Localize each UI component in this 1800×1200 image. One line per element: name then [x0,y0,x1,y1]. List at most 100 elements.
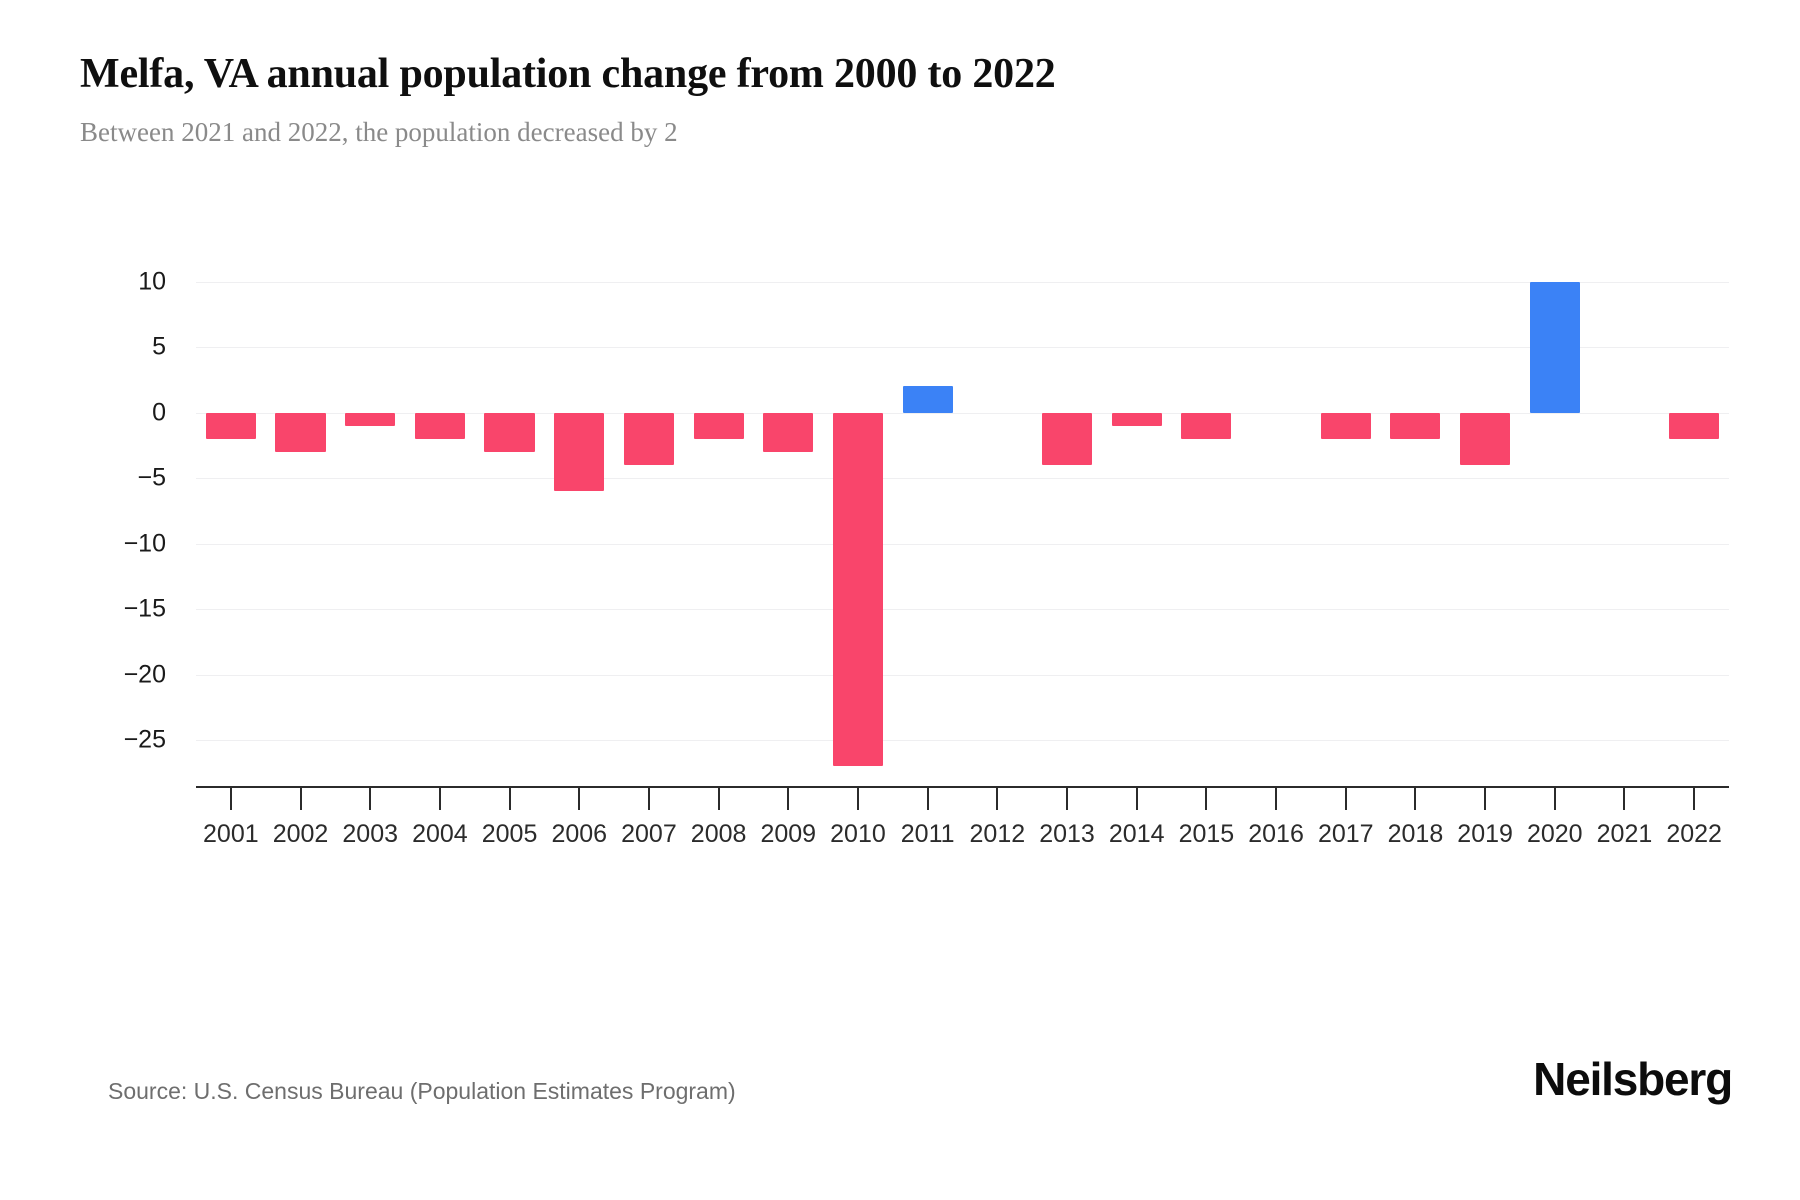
x-axis-tick-mark [1066,788,1069,810]
bar[interactable] [902,386,953,413]
x-axis-tick-mark [229,788,232,810]
page-title: Melfa, VA annual population change from … [80,51,1056,97]
x-axis-tick-label: 2014 [1108,820,1165,848]
x-axis-tick-label: 2003 [342,820,399,848]
x-axis-tick-label: 2001 [203,820,259,848]
bar[interactable] [763,412,814,452]
bar[interactable] [205,412,256,439]
x-axis-tick-mark [1553,788,1556,810]
bar-slot [266,262,336,786]
bar-slot [544,262,614,786]
gridline [196,281,1729,283]
gridline [196,412,1729,414]
x-axis-tick-label: 2012 [969,820,1026,848]
bar[interactable] [1460,412,1511,466]
x-axis-tick-label: 2011 [900,820,955,848]
x-axis-tick-mark [1484,788,1487,810]
x-axis-tick-label: 2022 [1666,820,1722,848]
bar-slot [1102,262,1172,786]
bar-slot [893,262,963,786]
bar[interactable] [275,412,326,452]
y-axis-tick-label: −5 [137,463,166,492]
x-axis-tick-label: 2002 [272,820,329,848]
bar-slot [1032,262,1102,786]
x-axis-tick-mark [508,788,511,810]
x-axis-tick-mark [1205,788,1208,810]
bar-slot [753,262,823,786]
bar-slot [475,262,545,786]
y-axis-tick-label: 10 [138,267,166,296]
bar-slot [614,262,684,786]
brand-logo: Neilsberg [1533,1053,1733,1105]
x-axis-tick-mark [1414,788,1417,810]
x-axis-tick-mark [1623,788,1626,810]
gridline [196,674,1729,676]
plot-area [196,262,1729,786]
bar-slot [1381,262,1451,786]
x-axis-tick-label: 2005 [481,820,538,848]
x-axis-tick-mark [1135,788,1138,810]
bar[interactable] [554,412,605,492]
bar-slot [1311,262,1381,786]
x-axis-tick-label: 2013 [1039,820,1095,848]
y-axis-tick-label: −10 [123,529,166,558]
bar-slot [196,262,266,786]
x-axis-tick-mark [856,788,859,810]
bar[interactable] [1669,412,1720,439]
bar[interactable] [345,412,396,426]
x-axis-tick-label: 2009 [760,820,817,848]
x-axis-tick-label: 2015 [1178,820,1235,848]
bar[interactable] [1529,281,1580,413]
gridline [196,740,1729,742]
x-axis-tick-label: 2007 [621,820,677,848]
x-axis-tick-mark [1344,788,1347,810]
bar[interactable] [1320,412,1371,439]
x-axis-tick-mark [647,788,650,810]
x-axis-tick-label: 2017 [1317,820,1374,848]
bar-slot [1450,262,1520,786]
x-axis-tick-label: 2020 [1526,820,1583,848]
x-axis-tick-mark [1275,788,1278,810]
bar[interactable] [484,412,535,452]
bar[interactable] [1181,412,1232,439]
x-axis-tick-mark [717,788,720,810]
x-axis-line [196,786,1729,788]
x-axis-tick-mark [1693,788,1696,810]
y-axis-tick-label: −15 [123,594,166,623]
bar-slot [405,262,475,786]
bar-slot [1520,262,1590,786]
x-axis-tick-mark [787,788,790,810]
bar-slot [1659,262,1729,786]
gridline [196,347,1729,349]
bar-slot [963,262,1033,786]
x-axis-tick-mark [996,788,999,810]
page-subtitle: Between 2021 and 2022, the population de… [80,117,678,147]
x-axis-tick-label: 2008 [690,820,747,848]
gridline [196,543,1729,545]
bar-slot [823,262,893,786]
x-axis-tick-label: 2010 [830,820,886,848]
bar-slot [684,262,754,786]
x-axis-tick-mark [369,788,372,810]
bar-slot [1172,262,1242,786]
bar[interactable] [1390,412,1441,439]
bar-slot [1241,262,1311,786]
bar[interactable] [623,412,674,466]
x-axis-tick-mark [926,788,929,810]
x-axis-tick-label: 2006 [551,820,608,848]
bar-slot [1590,262,1660,786]
x-axis-tick-label: 2016 [1248,820,1304,848]
y-axis-tick-label: 0 [152,398,166,427]
bar[interactable] [832,412,884,767]
x-axis-tick-mark [578,788,581,810]
gridline [196,609,1729,611]
bar[interactable] [1111,412,1162,426]
bar[interactable] [693,412,744,439]
bar[interactable] [1041,412,1093,466]
x-axis-tick-mark [438,788,441,810]
x-axis-tick-mark [299,788,302,810]
source-note: Source: U.S. Census Bureau (Population E… [108,1078,736,1104]
x-axis-tick-label: 2018 [1387,820,1444,848]
x-axis-tick-label: 2004 [412,820,468,848]
bar[interactable] [414,412,465,439]
